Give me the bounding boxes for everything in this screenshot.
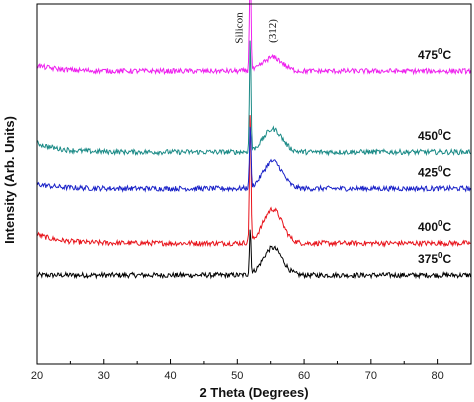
y-axis-title: Intensity (Arb. Units) [2,116,17,244]
series-label-475: 4750C [418,47,451,62]
x-tick-label: 80 [431,370,443,382]
x-tick-label: 60 [298,370,310,382]
series-label-400: 4000C [418,219,451,234]
x-tick-label: 50 [231,370,243,382]
axis-layer: 20 30 40 50 60 70 80 [31,359,472,382]
x-axis-title: 2 Theta (Degrees) [199,385,308,400]
series-label-375: 3750C [418,251,451,266]
series-line-400 [36,115,471,248]
x-tick-label: 40 [164,370,176,382]
series-line-450 [36,40,471,157]
series-layer [36,0,471,280]
series-line-425 [36,126,471,193]
label-layer: 3750C4000C4250C4500C4750C5000CSilicon(31… [234,12,452,266]
series-label-450: 4500C [418,128,451,143]
x-tick-label: 20 [31,370,43,382]
x-tick-label: 70 [365,370,377,382]
series-line-375 [36,229,471,280]
x-tick-label: 30 [98,370,110,382]
silicon-peak-label: Silicon [234,12,246,44]
series-label-425: 4250C [418,165,451,180]
series-line-475 [36,0,471,76]
plane-312-label: (312) [267,19,279,43]
plot-frame [36,3,472,365]
